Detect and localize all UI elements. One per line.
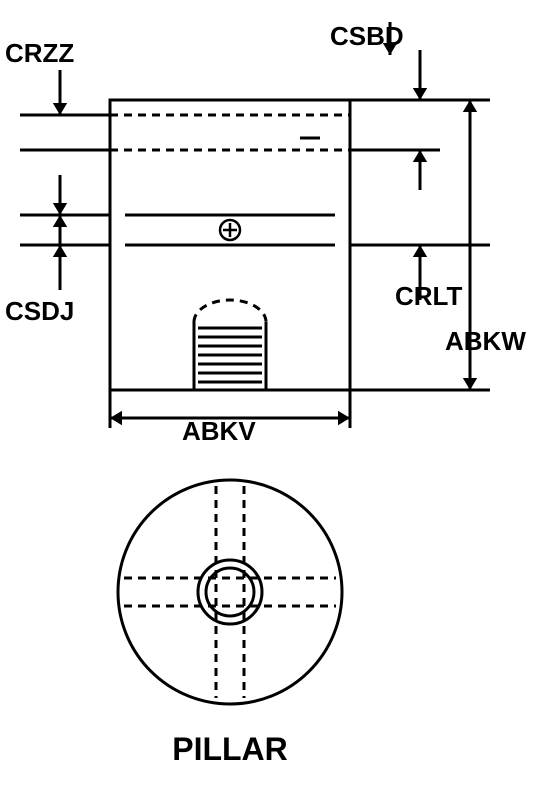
svg-text:ABKV: ABKV <box>182 416 256 446</box>
svg-text:CSDJ: CSDJ <box>5 296 74 326</box>
svg-text:ABKW: ABKW <box>445 326 526 356</box>
svg-text:CRZZ: CRZZ <box>5 38 74 68</box>
svg-text:CRLT: CRLT <box>395 281 463 311</box>
svg-text:PILLAR: PILLAR <box>172 731 288 767</box>
